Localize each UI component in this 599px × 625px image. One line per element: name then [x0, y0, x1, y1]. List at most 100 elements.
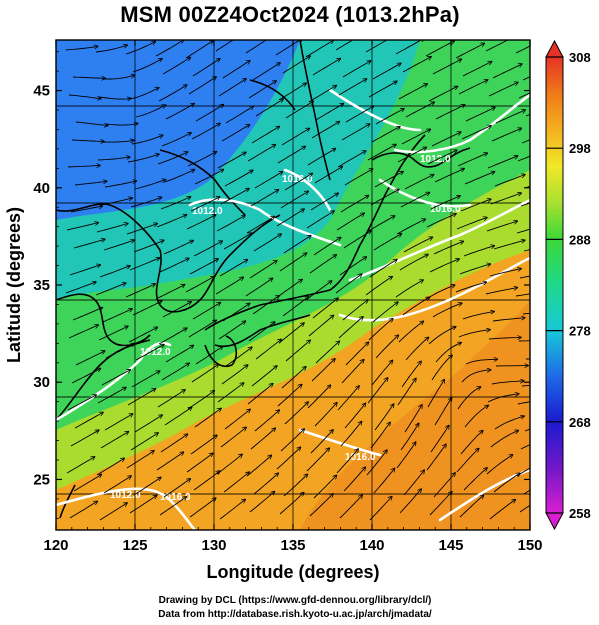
streamline — [375, 109, 404, 125]
colorbar-tick-label: 278 — [569, 324, 591, 339]
streamline — [188, 320, 216, 338]
y-tick-label: 35 — [33, 277, 50, 294]
streamline — [402, 57, 431, 73]
streamline — [370, 189, 399, 206]
streamline — [374, 404, 394, 431]
streamline — [216, 216, 245, 232]
streamline — [431, 132, 461, 147]
streamline — [67, 395, 96, 411]
streamline — [494, 416, 524, 430]
streamline — [245, 40, 268, 54]
colorbar-tick-label: 258 — [569, 506, 591, 521]
streamline — [342, 61, 371, 78]
streamline — [217, 383, 244, 403]
streamline — [397, 378, 416, 406]
streamline — [463, 246, 494, 257]
streamline — [312, 59, 340, 76]
streamline — [250, 190, 279, 207]
isobars — [56, 88, 530, 530]
streamline — [485, 288, 517, 295]
isobar-label: 1012.0 — [420, 154, 451, 165]
streamline — [278, 323, 304, 344]
streamline — [458, 80, 488, 95]
streamline — [157, 152, 188, 165]
streamline — [277, 146, 305, 164]
streamline — [221, 365, 248, 385]
streamline — [493, 240, 525, 250]
streamline — [309, 255, 336, 274]
streamline — [490, 431, 518, 448]
streamline — [396, 442, 416, 469]
streamline — [428, 86, 458, 102]
streamline — [429, 259, 459, 273]
isobar-label: 1016.0 — [430, 204, 461, 215]
streamline — [427, 150, 457, 165]
colorbar-tick-label: 308 — [569, 50, 591, 65]
streamline — [279, 253, 307, 272]
streamline — [102, 309, 132, 323]
streamline — [335, 274, 362, 294]
streamline — [308, 86, 336, 103]
streamline — [488, 337, 521, 339]
streamline — [247, 145, 276, 162]
streamline — [369, 260, 397, 278]
streamline — [463, 468, 487, 491]
streamline — [251, 366, 277, 387]
streamline — [492, 64, 522, 79]
streamline — [285, 101, 313, 119]
colorbar-ticks: 258 268 278 288 298 308 — [546, 50, 591, 521]
streamline — [400, 193, 430, 208]
streamline — [126, 451, 154, 469]
colorbar: 258 268 278 288 298 308 — [545, 39, 591, 531]
streamline — [187, 152, 217, 167]
drawing-credit: Drawing by DCL (https://www.gfd-dennou.o… — [158, 595, 432, 606]
streamline — [426, 444, 446, 471]
streamline — [165, 346, 193, 363]
streamline — [460, 431, 483, 455]
streamline — [365, 277, 392, 296]
streamline — [103, 75, 135, 80]
streamline — [134, 415, 162, 433]
streamline — [104, 414, 133, 431]
streamline — [255, 99, 283, 117]
streamline — [367, 145, 396, 161]
streamline — [105, 344, 135, 359]
streamline — [402, 297, 430, 316]
streamline — [219, 499, 245, 520]
streamline — [435, 105, 465, 120]
streamline — [253, 234, 281, 252]
streamline — [224, 409, 250, 430]
streamline — [125, 42, 155, 55]
streamline — [373, 234, 402, 251]
streamline — [523, 249, 530, 252]
streamline — [312, 298, 338, 319]
x-tick-label: 140 — [359, 537, 384, 554]
streamline — [224, 170, 253, 187]
streamline — [105, 123, 138, 125]
streamline — [157, 390, 185, 408]
streamline — [459, 264, 490, 275]
isobar-label: 1016.0 — [282, 174, 313, 185]
streamline — [308, 315, 334, 337]
streamline — [517, 155, 530, 162]
streamline — [307, 149, 336, 166]
streamline — [426, 214, 456, 228]
streamline — [218, 79, 246, 97]
isobar-label: 1012.0 — [110, 490, 141, 501]
streamline — [488, 82, 518, 97]
streamline — [314, 167, 342, 184]
streamline — [255, 339, 281, 360]
streamline — [404, 405, 422, 433]
streamline — [195, 346, 223, 365]
streamline — [339, 257, 366, 276]
streamline — [280, 191, 308, 209]
streamline — [314, 403, 337, 427]
streamline — [192, 303, 221, 320]
streamline — [457, 387, 481, 410]
streamline — [245, 278, 273, 297]
streamline — [95, 283, 126, 296]
streamline — [367, 378, 388, 404]
streamline — [220, 189, 249, 205]
streamline — [68, 94, 101, 99]
streamline — [99, 503, 127, 521]
